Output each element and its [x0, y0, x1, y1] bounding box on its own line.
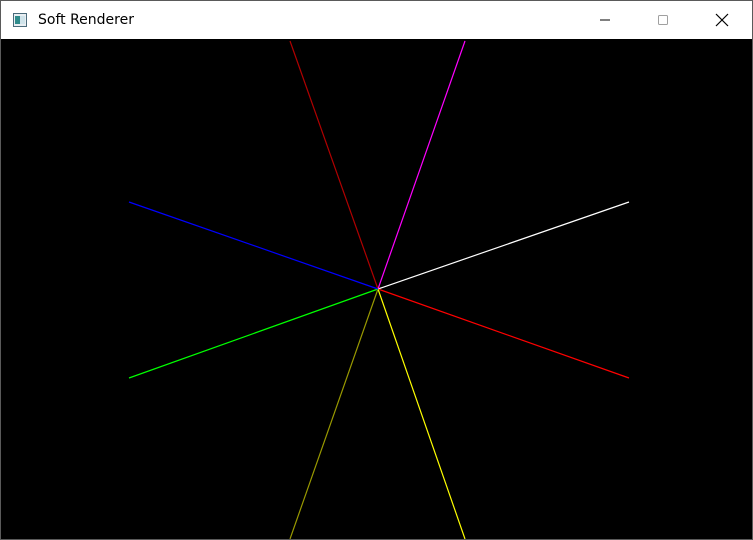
maximize-button[interactable] [634, 1, 692, 39]
maximize-icon [658, 15, 668, 25]
render-line-magenta [377, 40, 466, 290]
close-icon [715, 13, 729, 27]
window-title: Soft Renderer [38, 12, 134, 28]
render-line-yellow [377, 288, 466, 539]
title-bar[interactable]: Soft Renderer [1, 1, 752, 39]
close-button[interactable] [693, 1, 751, 39]
minimize-button[interactable] [576, 1, 634, 39]
minimize-icon [600, 19, 610, 21]
render-line-blue [128, 201, 379, 290]
app-icon [13, 12, 27, 27]
render-line-white [377, 201, 630, 290]
render-line-green [128, 288, 379, 379]
render-line-dark-red [289, 40, 379, 290]
render-line-olive [289, 288, 379, 539]
render-line-red [377, 288, 630, 379]
render-canvas[interactable] [1, 39, 752, 539]
